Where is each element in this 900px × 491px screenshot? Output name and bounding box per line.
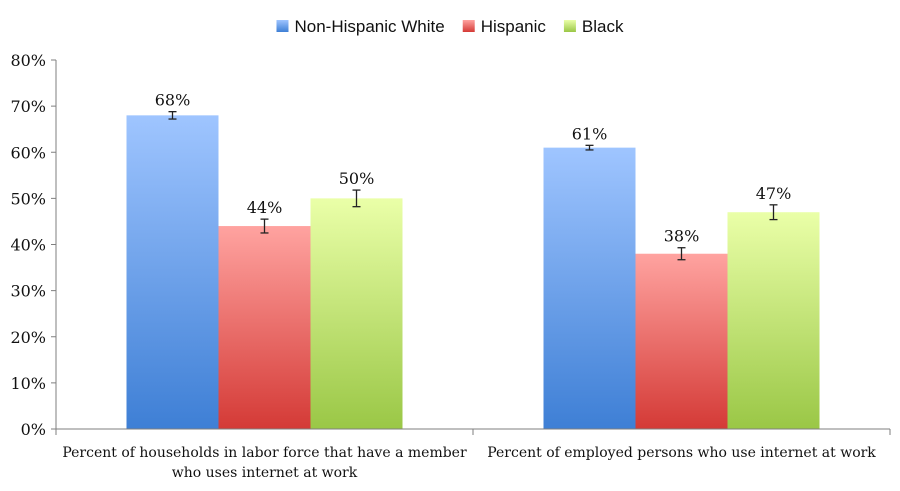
bar (310, 198, 403, 429)
y-tick-label: 70% (10, 97, 46, 116)
y-tick-label: 0% (21, 420, 46, 439)
legend-swatch (462, 20, 475, 32)
y-tick-label: 80% (10, 51, 46, 70)
legend-label: Non-Hispanic White (294, 17, 444, 36)
data-label: 47% (756, 184, 792, 203)
legend-swatch (276, 20, 289, 32)
y-tick-label: 50% (10, 189, 46, 208)
data-label: 61% (572, 124, 608, 143)
legend-swatch (563, 20, 576, 32)
bars: 68% 44% 50% 61% 38% 47% (126, 91, 820, 429)
y-tick-label: 20% (10, 328, 46, 347)
legend: Non-Hispanic White Hispanic Black (276, 17, 624, 36)
legend-label: Hispanic (481, 17, 547, 36)
x-category-label: Percent of employed persons who use inte… (487, 445, 876, 461)
bar (218, 226, 311, 429)
data-label: 50% (339, 169, 375, 188)
x-axis: Percent of households in labor force tha… (55, 428, 891, 481)
bar (635, 253, 728, 429)
y-tick-label: 10% (10, 374, 46, 393)
y-tick-label: 30% (10, 282, 46, 301)
bar (727, 212, 820, 429)
y-tick-label: 40% (10, 236, 46, 255)
bar (126, 115, 219, 429)
y-tick-label: 60% (10, 143, 46, 162)
data-label: 68% (155, 91, 191, 110)
legend-label: Black (582, 17, 624, 36)
data-label: 38% (664, 227, 700, 246)
y-axis: 0% 10% 20% 30% 40% 50% 60% 70% 80% (10, 51, 57, 439)
x-category-label: Percent of households in labor force tha… (62, 445, 467, 461)
x-category-label: who uses internet at work (172, 465, 358, 481)
data-label: 44% (247, 198, 283, 217)
bar (543, 147, 636, 429)
